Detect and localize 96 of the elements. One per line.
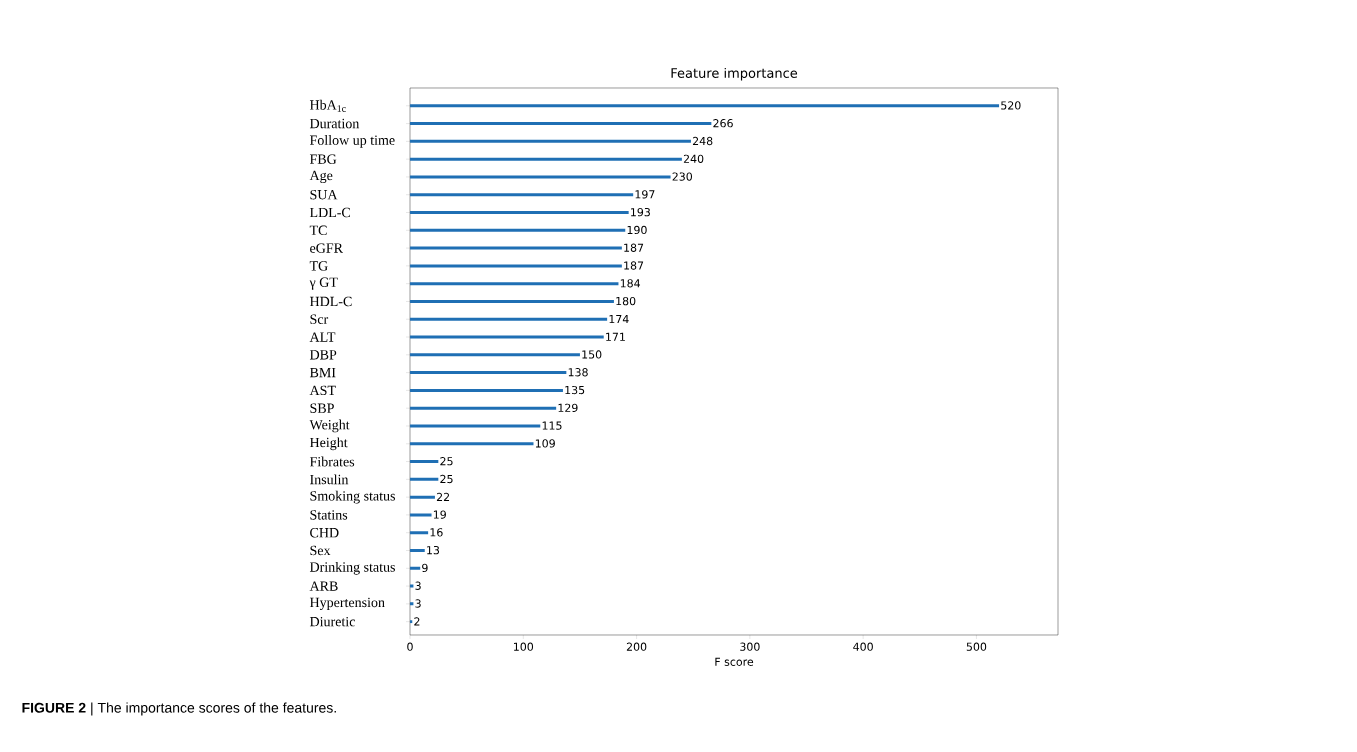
x-tick-label: 100 — [514, 642, 534, 651]
y-tick-label: FBG — [309, 154, 337, 164]
data-label: 2 — [414, 617, 420, 626]
data-label: 138 — [568, 368, 588, 377]
bar — [410, 282, 619, 286]
data-label: 109 — [535, 439, 555, 448]
bar — [410, 495, 435, 499]
data-label: 115 — [542, 421, 562, 430]
y-tick-label: Weight — [309, 419, 350, 433]
bar — [410, 442, 534, 446]
y-tick-label: CHD — [310, 528, 339, 538]
data-label: 190 — [627, 225, 647, 235]
bar — [410, 513, 432, 517]
bar — [410, 477, 439, 481]
y-tick-label: SUA — [310, 190, 338, 200]
x-tick-label: 200 — [626, 642, 647, 651]
data-label: 174 — [609, 315, 629, 324]
y-tick-label: ALT — [309, 332, 336, 342]
x-tick-label: 300 — [740, 642, 760, 651]
y-tick-label: ARB — [309, 581, 338, 591]
data-label: 193 — [631, 208, 650, 217]
y-tick-label: Diuretic — [309, 616, 355, 627]
data-label: 129 — [558, 403, 578, 412]
y-tick-label: Duration — [309, 118, 360, 129]
y-tick-label: Sex — [310, 545, 331, 556]
text: FIGURE 2 | The importance scores of the features. — [22, 702, 336, 716]
bar — [410, 406, 557, 410]
data-label: 520 — [1001, 101, 1021, 110]
y-tick-label: γ GT — [309, 277, 338, 290]
bar — [410, 139, 691, 143]
data-label: 3 — [415, 599, 421, 608]
data-label: 150 — [582, 350, 602, 359]
data-label: 240 — [683, 154, 704, 163]
bar — [410, 460, 439, 464]
data-label: 180 — [616, 296, 636, 306]
y-tick-label: HbA$_{1c}$ — [309, 99, 346, 112]
x-axis-title: F score — [715, 657, 754, 666]
bar — [410, 175, 671, 179]
bar — [410, 549, 425, 552]
y-tick-label: TC — [309, 225, 327, 236]
data-label: 9 — [422, 563, 428, 573]
y-tick-label: TG — [309, 261, 328, 271]
data-label: 197 — [635, 190, 655, 199]
bar — [410, 228, 626, 232]
y-tick-label: LDL-C — [309, 207, 350, 218]
data-label: 230 — [672, 172, 693, 181]
y-tick-label: Hypertension — [309, 597, 385, 611]
y-tick-label: eGFR — [310, 243, 343, 253]
data-label: 25 — [440, 474, 453, 484]
x-tick-label: 500 — [966, 642, 987, 651]
y-tick-label: DBP — [309, 350, 337, 360]
data-label: 266 — [713, 119, 733, 128]
y-tick-label: Drinking status — [309, 561, 395, 575]
y-tick-label: HDL-C — [309, 296, 352, 307]
data-label: 3 — [415, 581, 421, 590]
bar — [410, 371, 567, 375]
y-tick-label: Smoking status — [310, 490, 395, 504]
data-label: 135 — [565, 385, 585, 395]
y-tick-label: Follow up time — [309, 135, 395, 148]
y-tick-label: Height — [309, 437, 348, 451]
data-label: 16 — [430, 528, 443, 537]
bar — [410, 531, 429, 535]
y-tick-label: SBP — [310, 403, 334, 413]
y-tick-label: BMI — [309, 368, 336, 378]
y-tick-label: Scr — [310, 314, 329, 324]
y-tick-label: Statins — [310, 510, 348, 520]
x-tick-label: 400 — [853, 642, 873, 651]
bar — [410, 246, 622, 250]
chart-title: Feature importance — [671, 67, 798, 81]
data-label: 187 — [624, 261, 644, 270]
bar — [410, 317, 608, 321]
bar — [410, 193, 634, 197]
bar — [410, 424, 541, 428]
bar — [410, 299, 614, 303]
bar — [410, 353, 580, 357]
bar — [410, 335, 604, 339]
bar — [410, 211, 629, 215]
data-label: 25 — [440, 457, 453, 466]
data-label: 184 — [620, 279, 641, 288]
data-label: 13 — [427, 545, 440, 555]
bar — [410, 104, 1000, 108]
data-label: 19 — [433, 510, 446, 519]
data-label: 22 — [436, 492, 450, 501]
bar — [410, 388, 563, 392]
data-label: 171 — [606, 332, 625, 341]
y-tick-label: Age — [309, 170, 333, 184]
data-label: 187 — [624, 243, 644, 252]
bar — [410, 264, 622, 268]
bar — [410, 157, 682, 161]
y-tick-label: AST — [309, 385, 336, 396]
y-tick-label: Fibrates — [309, 456, 355, 467]
data-label: 248 — [692, 136, 713, 146]
bar — [410, 566, 421, 570]
x-tick-label: 0 — [407, 642, 413, 651]
y-tick-label: Insulin — [310, 474, 349, 485]
bar — [410, 122, 712, 126]
